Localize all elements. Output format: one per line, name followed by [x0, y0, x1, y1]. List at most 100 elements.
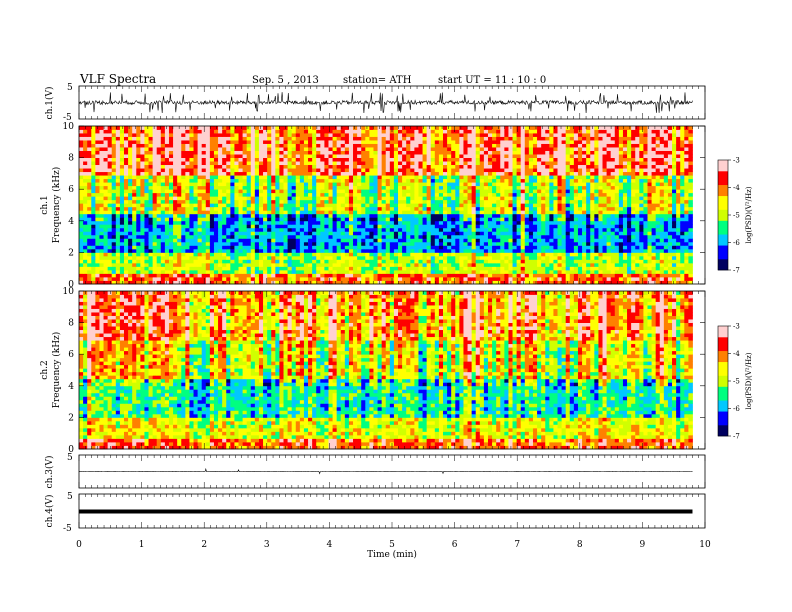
- spectrogram-cell: [332, 175, 338, 180]
- spectrogram-cell: [189, 171, 194, 176]
- spectrogram-cell: [549, 269, 554, 274]
- spectrogram-cell: [659, 182, 665, 187]
- spectrogram-cell: [357, 171, 362, 176]
- spectrogram-cell: [549, 252, 554, 257]
- spectrogram-cell: [312, 213, 317, 218]
- spectrogram-cell: [516, 217, 522, 222]
- spectrogram-cell: [377, 224, 383, 229]
- spectrogram-cell: [545, 196, 550, 201]
- spectrogram-cell: [557, 273, 563, 278]
- spectrogram-cell: [148, 231, 154, 236]
- spectrogram-cell: [201, 269, 207, 274]
- spectrogram-cell: [582, 276, 587, 281]
- spectrogram-cell: [103, 262, 109, 267]
- spectrogram-cell: [328, 213, 333, 218]
- spectrogram-cell: [340, 168, 346, 173]
- spectrogram-cell: [218, 210, 223, 215]
- spectrogram-cell: [582, 189, 587, 194]
- spectrogram-cell: [430, 210, 436, 215]
- spectrogram-cell: [299, 234, 305, 239]
- spectrogram-cell: [185, 262, 190, 267]
- spectrogram-cell: [475, 196, 481, 201]
- spectrogram-cell: [655, 255, 661, 260]
- spectrogram-cell: [663, 196, 669, 201]
- spectrogram-cell: [455, 248, 460, 253]
- spectrogram-cell: [136, 178, 141, 183]
- spectrogram-cell: [447, 203, 452, 208]
- spectrogram-cell: [328, 210, 333, 215]
- spectrogram-cell: [250, 227, 256, 232]
- spectrogram-cell: [226, 259, 231, 264]
- spectrogram-cell: [209, 213, 215, 218]
- spectrogram-cell: [107, 241, 113, 246]
- spectrogram-cell: [647, 262, 652, 267]
- spectrogram-cell: [226, 164, 231, 169]
- spectrogram-cell: [173, 248, 178, 253]
- spectrogram-cell: [144, 189, 149, 194]
- spectrogram-cell: [676, 220, 681, 225]
- spectrogram-cell: [610, 182, 616, 187]
- spectrogram-cell: [438, 210, 444, 215]
- spectrogram-cell: [193, 231, 199, 236]
- spectrogram-cell: [148, 255, 154, 260]
- spectrogram-cell: [586, 255, 591, 260]
- spectrogram-cell: [389, 182, 395, 187]
- spectrogram-cell: [561, 238, 567, 243]
- spectrogram-cell: [83, 189, 88, 194]
- spectrogram-cell: [680, 189, 685, 194]
- spectrogram-cell: [602, 224, 607, 229]
- spectrogram-cell: [99, 252, 104, 257]
- spectrogram-cell: [83, 259, 88, 264]
- spectrogram-cell: [684, 273, 689, 278]
- spectrogram-cell: [393, 168, 399, 173]
- spectrogram-cell: [213, 192, 219, 197]
- spectrogram-cell: [545, 276, 550, 281]
- spectrogram-cell: [614, 227, 620, 232]
- spectrogram-cell: [426, 171, 432, 176]
- spectrogram-cell: [218, 175, 223, 180]
- spectrogram-cell: [667, 199, 673, 204]
- spectrogram-cell: [353, 276, 358, 281]
- spectrogram-cell: [516, 234, 522, 239]
- spectrogram-cell: [385, 280, 391, 285]
- spectrogram-cell: [357, 199, 362, 204]
- spectrogram-cell: [83, 210, 88, 215]
- spectrogram-cell: [434, 210, 440, 215]
- spectrogram-cell: [263, 192, 268, 197]
- spectrogram-cell: [561, 210, 567, 215]
- spectrogram-cell: [103, 203, 109, 208]
- spectrogram-cell: [467, 182, 473, 187]
- spectrogram-cell: [148, 220, 154, 225]
- spectrogram-cell: [594, 273, 599, 278]
- spectrogram-cell: [373, 185, 378, 190]
- spectrogram-cell: [148, 217, 154, 222]
- spectrogram-cell: [381, 206, 387, 211]
- spectrogram-cell: [528, 196, 534, 201]
- spectrogram-cell: [667, 217, 673, 222]
- spectrogram-cell: [136, 203, 141, 208]
- spectrogram-cell: [197, 280, 203, 285]
- spectrogram-cell: [320, 269, 325, 274]
- spectrogram-cell: [222, 259, 227, 264]
- spectrogram-cell: [336, 238, 342, 243]
- spectrogram-cell: [545, 269, 550, 274]
- spectrogram-cell: [263, 276, 268, 281]
- spectrogram-cell: [614, 259, 620, 264]
- spectrogram-cell: [680, 227, 685, 232]
- spectrogram-cell: [676, 189, 681, 194]
- spectrogram-cell: [524, 266, 530, 271]
- spectrogram-cell: [496, 252, 501, 257]
- spectrogram-cell: [483, 224, 489, 229]
- spectrogram-cell: [83, 199, 88, 204]
- spectrogram-cell: [406, 227, 411, 232]
- spectrogram-cell: [168, 217, 174, 222]
- spectrogram-cell: [111, 199, 117, 204]
- spectrogram-cell: [393, 276, 399, 281]
- spectrogram-cell: [185, 206, 190, 211]
- spectrogram-cell: [618, 182, 624, 187]
- spectrogram-cell: [119, 234, 125, 239]
- spectrogram-cell: [667, 238, 673, 243]
- spectrogram-cell: [520, 269, 526, 274]
- spectrogram-cell: [537, 269, 542, 274]
- spectrogram-cell: [385, 241, 391, 246]
